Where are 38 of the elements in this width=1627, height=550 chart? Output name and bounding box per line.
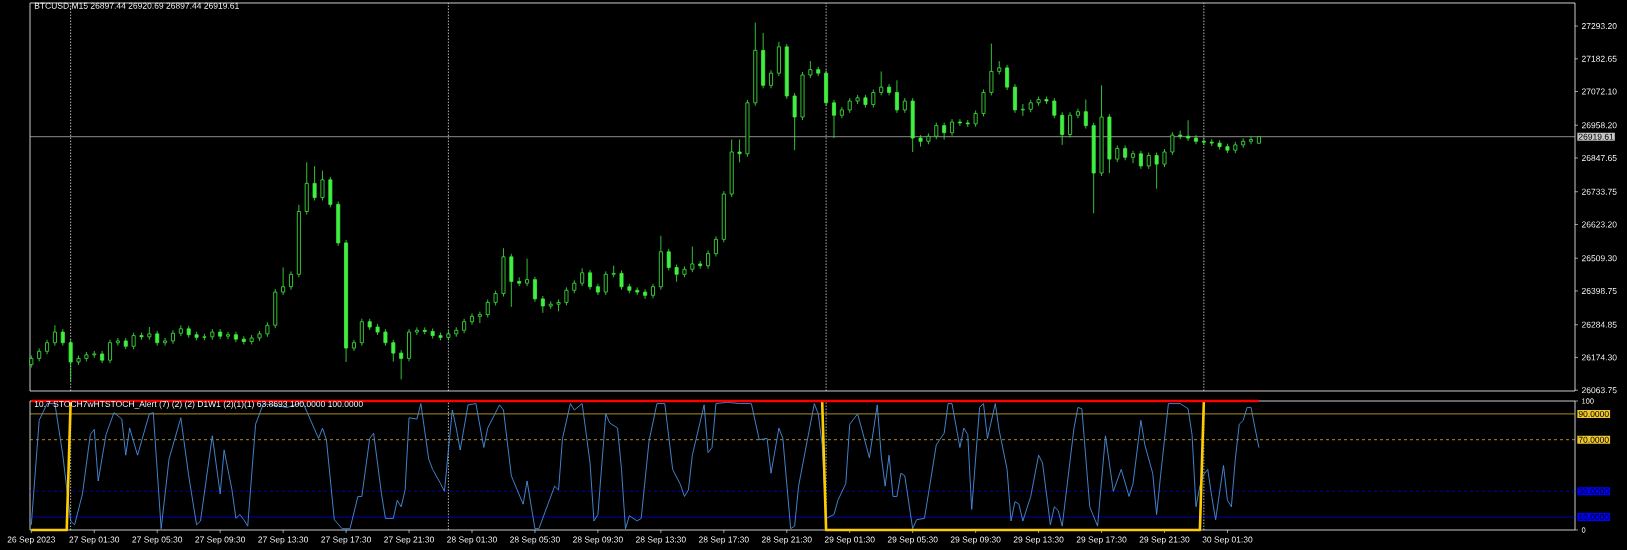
- x-tick-label: 26 Sep 2023: [7, 536, 56, 545]
- x-tick-label: 27 Sep 09:30: [195, 536, 246, 545]
- y-tick-label: 26398.75: [1581, 287, 1617, 294]
- x-tick-label: 29 Sep 09:30: [950, 536, 1001, 545]
- y-tick-label: 27072.10: [1581, 88, 1617, 95]
- x-tick-label: 29 Sep 17:30: [1076, 536, 1127, 545]
- x-tick-label: 28 Sep 01:30: [447, 536, 497, 545]
- y-tick-label: 26063.75: [1581, 387, 1617, 394]
- x-tick-label: 29 Sep 05:30: [887, 536, 938, 545]
- ref-line-label: 70.0000: [1578, 436, 1609, 443]
- x-tick-label: 29 Sep 13:30: [1013, 536, 1064, 545]
- y-tick-label: 26733.75: [1581, 188, 1617, 195]
- x-tick-label: 29 Sep 01:30: [824, 536, 875, 545]
- x-tick-label: 28 Sep 05:30: [510, 536, 560, 545]
- y-tick-label: 26623.20: [1581, 221, 1617, 228]
- x-tick-label: 27 Sep 05:30: [132, 536, 183, 545]
- x-tick-label: 29 Sep 21:30: [1139, 536, 1190, 545]
- x-tick-label: 28 Sep 17:30: [698, 536, 749, 545]
- y-tick-label: 27293.20: [1581, 23, 1617, 30]
- y-tick-label: 26958.20: [1581, 122, 1617, 129]
- y-tick-label: 26847.65: [1581, 154, 1617, 162]
- x-tick-label: 28 Sep 21:30: [761, 536, 812, 545]
- x-tick-label: 28 Sep 13:30: [635, 536, 686, 545]
- chart-title: BTCUSD,M15 26897.44 26920.69 26897.44 26919.61: [34, 2, 239, 10]
- y-tick-label: 26284.85: [1581, 321, 1617, 328]
- ref-line-label: 30.0000: [1578, 488, 1609, 495]
- x-tick-label: 27 Sep 17:30: [321, 536, 372, 545]
- x-tick-label: 30 Sep 01:30: [1202, 536, 1253, 545]
- y-tick-label: 26174.30: [1581, 354, 1617, 361]
- x-tick-label: 27 Sep 21:30: [384, 536, 434, 545]
- ref-line-label: 10.0000: [1579, 514, 1609, 521]
- x-tick-label: 27 Sep 01:30: [69, 536, 120, 545]
- x-tick-label: 27 Sep 13:30: [258, 536, 309, 545]
- ref-line-label: 26919.61: [1578, 133, 1614, 140]
- ref-line-label: 90.0000: [1578, 410, 1609, 417]
- x-tick-label: 28 Sep 09:30: [573, 536, 623, 545]
- y-tick-label: 26509.30: [1581, 255, 1617, 262]
- y-tick-label: 27182.65: [1581, 55, 1617, 62]
